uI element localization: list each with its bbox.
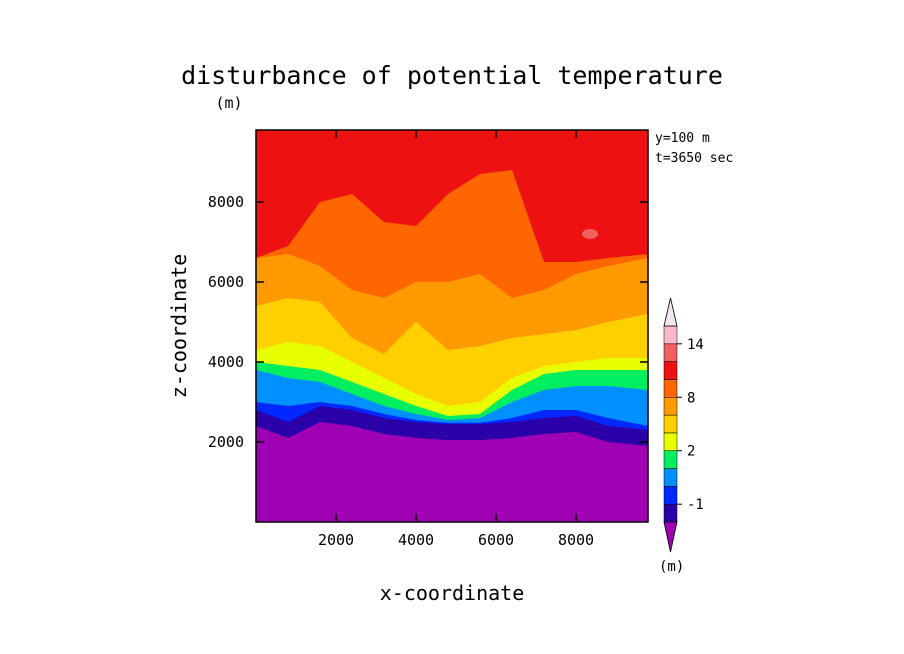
contour-region-14 <box>582 229 598 239</box>
colorbar-segment <box>663 343 678 362</box>
chart-title: disturbance of potential temperature <box>181 61 723 90</box>
colorbar: -1 2 8 14 <box>663 297 704 553</box>
colorbar-segment <box>663 397 678 416</box>
contour-region--2 <box>256 422 648 522</box>
x-tick-label: 2000 <box>318 531 354 549</box>
colorbar-segment <box>663 325 678 345</box>
colorbar-segment <box>663 450 678 469</box>
annotation-t: t=3650 sec <box>655 151 733 166</box>
colorbar-segment <box>663 361 678 380</box>
y-tick-label: 8000 <box>208 193 244 211</box>
annotation-y: y=100 m <box>655 131 710 146</box>
x-axis-label: x-coordinate <box>380 581 525 605</box>
colorbar-label: -1 <box>687 497 704 513</box>
x-tick-label: 8000 <box>558 531 594 549</box>
colorbar-extend-low <box>663 521 678 553</box>
title-unit: (m) <box>215 94 242 112</box>
colorbar-segment <box>663 432 678 451</box>
y-axis-label: z-coordinate <box>167 254 191 399</box>
colorbar-label: 8 <box>687 390 695 406</box>
colorbar-label: 14 <box>687 337 704 353</box>
colorbar-extend-high <box>663 297 678 327</box>
y-tick-label: 4000 <box>208 353 244 371</box>
colorbar-segment <box>663 486 678 505</box>
colorbar-segment <box>663 379 678 398</box>
x-tick-label: 6000 <box>478 531 514 549</box>
x-tick-label: 4000 <box>398 531 434 549</box>
y-tick-label: 6000 <box>208 273 244 291</box>
colorbar-unit: (m) <box>659 559 684 575</box>
colorbar-segment <box>663 503 678 523</box>
y-tick-label: 2000 <box>208 433 244 451</box>
colorbar-label: 2 <box>687 444 695 460</box>
colorbar-segment <box>663 414 678 434</box>
plot-area: 2000 4000 6000 8000 2000 4000 6000 8000 <box>208 129 649 549</box>
plot-frame <box>255 129 649 523</box>
colorbar-segment <box>663 468 678 487</box>
